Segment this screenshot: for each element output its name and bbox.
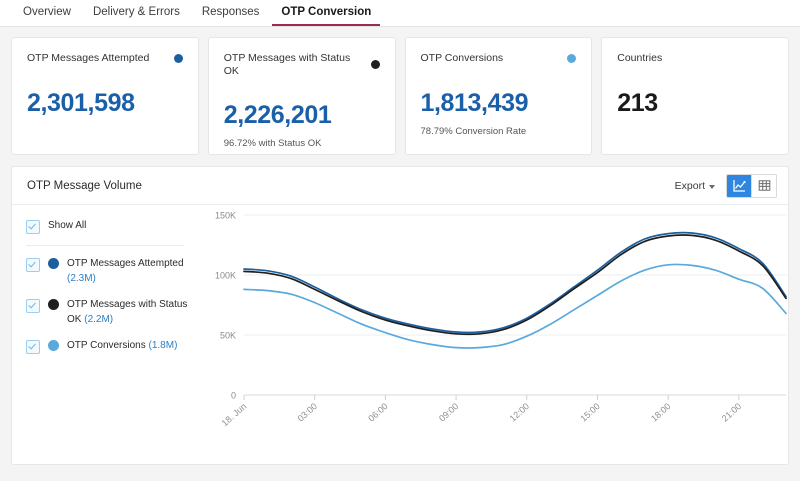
y-axis-tick-label: 50K — [220, 331, 236, 341]
panel-body: Show All OTP Messages Attempted (2.3M) OT… — [12, 205, 788, 464]
series-line-otp-messages-attempted — [243, 231, 787, 334]
x-axis-tick-label: 21:00 — [720, 401, 743, 424]
chart-legend: Show All OTP Messages Attempted (2.3M) OT… — [12, 205, 198, 464]
kpi-value: 2,301,598 — [27, 88, 135, 117]
panel-header: OTP Message Volume Export — [12, 167, 788, 205]
kpi-label: OTP Messages with Status OK — [223, 52, 351, 77]
kpi-subtext: 96.72% with Status OK — [223, 138, 322, 150]
table-grid-icon — [758, 180, 770, 191]
kpi-label: OTP Messages Attempted — [27, 52, 150, 64]
kpi-header: OTP Messages with Status OK — [224, 52, 380, 77]
x-axis-tick-label: 09:00 — [437, 401, 460, 424]
kpi-value: 2,226,201 — [223, 101, 332, 130]
legend-item[interactable]: OTP Messages Attempted (2.3M) — [26, 257, 188, 286]
view-toggle-group — [726, 173, 777, 198]
x-axis-tick-label: 06:00 — [366, 401, 389, 424]
legend-show-all[interactable]: Show All — [26, 219, 184, 246]
otp-message-volume-panel: OTP Message Volume Export — [11, 166, 789, 465]
export-button-label: Export — [674, 179, 705, 192]
series-line-otp-messages-with-status-ok — [243, 234, 787, 336]
chevron-down-icon — [709, 184, 715, 189]
show-all-label: Show All — [48, 220, 87, 231]
tab-otp-conversion[interactable]: OTP Conversion — [272, 6, 381, 26]
legend-item-checkbox[interactable] — [26, 258, 40, 272]
tab-overview[interactable]: Overview — [23, 5, 71, 18]
legend-item[interactable]: OTP Conversions (1.8M) — [26, 339, 188, 354]
kpi-card-otp-messages-with-status-ok: OTP Messages with Status OK 2,226,201 96.7… — [207, 37, 396, 155]
legend-series-dot — [48, 299, 59, 310]
line-chart-icon — [732, 180, 746, 192]
kpi-label: Countries — [617, 52, 663, 64]
x-axis-tick-label: 03:00 — [296, 401, 319, 424]
show-all-checkbox[interactable] — [26, 220, 40, 234]
status-ok-series-dot — [370, 60, 380, 70]
y-axis-tick-label: 150K — [215, 211, 236, 221]
attempted-series-dot — [173, 53, 183, 63]
kpi-header: OTP Conversions — [421, 52, 577, 65]
tab-responses[interactable]: Responses — [201, 5, 260, 18]
x-axis-tick-label: 18:00 — [649, 401, 672, 424]
legend-item-value: (2.3M) — [67, 272, 96, 284]
y-axis-tick-label: 0 — [231, 391, 236, 401]
kpi-header: OTP Messages Attempted — [27, 52, 183, 65]
table-view-toggle[interactable] — [751, 174, 776, 197]
conversions-series-dot — [567, 53, 577, 63]
x-axis-tick-label: 12:00 — [508, 401, 531, 424]
legend-item-label: OTP Conversions (1.8M) — [67, 340, 178, 351]
x-axis-tick-label: 18. Jun — [220, 401, 249, 428]
tab-bar: Overview Delivery & Errors Responses OTP Co… — [0, 0, 800, 27]
legend-item-value: (2.2M) — [84, 313, 114, 325]
kpi-card-countries: Countries 213 — [601, 37, 789, 155]
legend-item-value: (1.8M) — [148, 340, 178, 351]
legend-series-dot — [48, 340, 59, 351]
chart-view-toggle[interactable] — [727, 174, 751, 197]
kpi-value: 1,813,439 — [420, 88, 529, 117]
legend-item[interactable]: OTP Messages with Status OK (2.2M) — [26, 298, 188, 327]
legend-item-checkbox[interactable] — [26, 299, 40, 313]
x-axis-tick-label: 15:00 — [578, 401, 601, 424]
kpi-card-otp-conversions: OTP Conversions 1,813,439 78.79% Conversio… — [404, 37, 593, 155]
kpi-label: OTP Conversions — [420, 52, 504, 64]
kpi-header: Countries — [617, 52, 773, 65]
otp-volume-line-chart: 0 50K 100K 150K 18. Jun 03:00 06:00 09:00 12:00 1… — [215, 211, 787, 428]
export-button[interactable]: Export — [675, 180, 715, 192]
tab-delivery-errors[interactable]: Delivery & Errors — [92, 5, 180, 18]
chart-plot-area: 0 50K 100K 150K 18. Jun 03:00 06:00 09:00 12:00 1… — [198, 205, 788, 464]
kpi-subtext: 78.79% Conversion Rate — [420, 125, 527, 137]
legend-item-label: OTP Messages Attempted (2.3M) — [67, 258, 184, 284]
panel-actions: Export — [675, 173, 777, 198]
legend-item-label: OTP Messages with Status OK (2.2M) — [67, 299, 188, 325]
kpi-card-otp-messages-attempted: OTP Messages Attempted 2,301,598 — [11, 37, 199, 155]
y-axis-tick-label: 100K — [215, 271, 236, 281]
kpi-value: 213 — [617, 88, 658, 117]
panel-title: OTP Message Volume — [27, 179, 142, 192]
kpi-card-row: OTP Messages Attempted 2,301,598 OTP Messa… — [0, 27, 800, 155]
series-line-otp-conversions — [243, 263, 787, 349]
legend-series-dot — [48, 258, 59, 269]
legend-item-checkbox[interactable] — [26, 340, 40, 354]
